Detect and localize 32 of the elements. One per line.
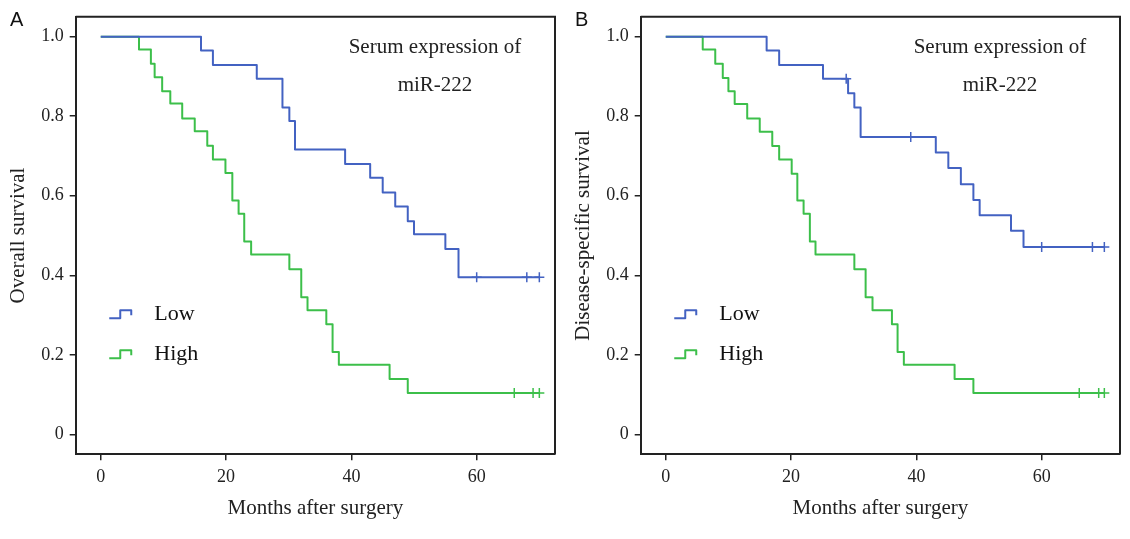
x-tick-label: 20 — [782, 465, 801, 486]
y-tick-label: 0.6 — [41, 184, 64, 205]
y-tick-label: 0 — [619, 423, 629, 444]
legend-label: Low — [154, 300, 195, 326]
y-tick-label: 1.0 — [41, 25, 64, 46]
x-tick-label: 60 — [467, 465, 486, 486]
y-tick-label: 0.2 — [606, 343, 629, 364]
x-tick-label: 0 — [661, 465, 671, 486]
legend-label: High — [719, 340, 764, 366]
chart-title: A — [10, 8, 24, 31]
y-tick-label: 0.4 — [606, 264, 629, 284]
x-tick-label: 0 — [96, 465, 106, 486]
y-tick-label: 0.2 — [41, 343, 64, 364]
annotation: Serum expression of miR-222 — [347, 32, 523, 98]
legend-label: Low — [719, 300, 760, 326]
y-tick-label: 0.8 — [41, 104, 64, 125]
y-axis-title: Overall survival — [5, 167, 30, 304]
x-tick-label: 60 — [1032, 465, 1051, 486]
y-tick-label: 0.4 — [41, 264, 64, 284]
legend-label: High — [154, 340, 199, 366]
y-tick-label: 0 — [54, 423, 64, 444]
x-axis-title: Months after surgery — [227, 494, 404, 519]
annotation: Serum expression of miR-222 — [912, 32, 1088, 98]
x-tick-label: 20 — [217, 465, 236, 486]
y-tick-label: 0.6 — [606, 184, 629, 205]
y-axis-title: Disease-specific survival — [570, 130, 595, 341]
x-axis-title: Months after surgery — [792, 494, 969, 519]
x-tick-label: 40 — [907, 465, 926, 486]
chart-title: B — [575, 8, 589, 31]
y-tick-label: 1.0 — [606, 25, 629, 46]
x-tick-label: 40 — [342, 465, 361, 486]
y-tick-label: 0.8 — [606, 104, 629, 125]
